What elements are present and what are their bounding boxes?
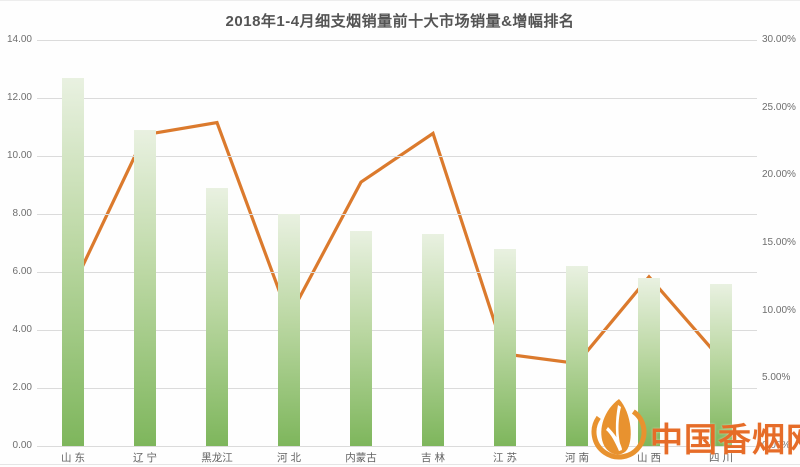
watermark: 中国香烟网: [588, 397, 800, 463]
sales-bar: [206, 187, 228, 446]
y-axis-left-label: 2.00: [12, 382, 32, 393]
growth-line: [71, 120, 723, 366]
growth-line-chart: [71, 120, 723, 366]
sales-bar: [350, 231, 372, 446]
y-axis-right-label: 30.00%: [762, 34, 796, 45]
leaf-flame-logo-icon: [591, 399, 647, 460]
y-axis-right-label: 5.00%: [762, 372, 791, 384]
sales-bar: [134, 129, 156, 446]
sales-bar: [494, 248, 516, 446]
y-axis-left-label: 0.00: [12, 440, 32, 451]
sales-bar: [566, 266, 588, 446]
watermark-text: 中国香烟网: [650, 421, 800, 458]
sales-bar: [638, 277, 660, 446]
sales-bar: [710, 283, 732, 446]
gridline: [37, 388, 757, 389]
x-axis-category-label: 内蒙古: [345, 452, 377, 464]
x-axis-category-label: 辽 宁: [133, 452, 157, 464]
x-axis-category-label: 四 川: [709, 452, 733, 464]
y-axis-right-label: 20.00%: [762, 169, 796, 181]
x-axis-category-label: 山 东: [61, 452, 85, 464]
gridline: [37, 272, 757, 273]
gridline: [37, 156, 757, 157]
y-axis-right-label: 25.00%: [762, 101, 796, 113]
sales-bar: [278, 214, 300, 446]
sales-bar: [62, 77, 84, 446]
x-axis-category-label: 江 苏: [493, 452, 517, 464]
y-axis-right-label: 10.00%: [762, 304, 796, 316]
chart-title: 2018年1-4月细支烟销量前十大市场销量&增幅排名: [225, 13, 575, 30]
x-axis-category-label: 吉 林: [421, 452, 445, 464]
bottom-divider: [0, 464, 800, 465]
y-axis-right-label: 15.00%: [762, 237, 796, 248]
gridline: [37, 40, 757, 41]
y-axis-right-label: 0.00%: [762, 440, 791, 451]
y-axis-left-label: 10.00: [6, 150, 32, 161]
y-axis-left-label: 8.00: [12, 208, 32, 219]
x-axis-category-label: 河 南: [565, 452, 589, 464]
gridline: [37, 446, 757, 447]
y-axis-left-label: 4.00: [12, 324, 32, 335]
y-axis-left-label: 12.00: [6, 92, 32, 103]
gridline: [37, 330, 757, 331]
x-axis-category-label: 河 北: [277, 452, 301, 464]
plot-area: [37, 40, 757, 447]
x-axis-category-label: 黑龙江: [201, 452, 233, 464]
gridline: [37, 214, 757, 215]
x-axis-category-label: 山 西: [637, 452, 661, 464]
gridline: [37, 98, 757, 99]
y-axis-left-label: 6.00: [12, 266, 32, 277]
sales-bar: [422, 234, 444, 446]
y-axis-left-label: 14.00: [6, 34, 32, 45]
